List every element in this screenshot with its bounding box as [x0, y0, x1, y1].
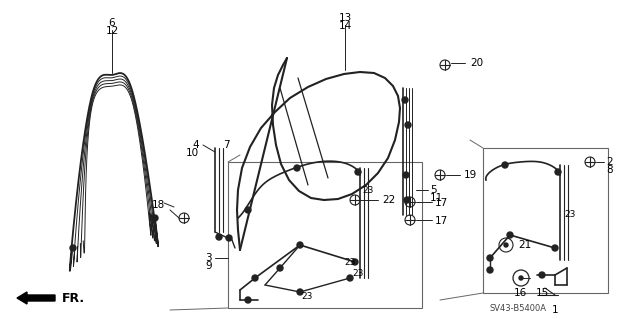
FancyArrow shape: [17, 292, 55, 304]
Circle shape: [404, 197, 410, 203]
Circle shape: [539, 272, 545, 278]
Text: 12: 12: [106, 26, 118, 36]
Bar: [228, 162, 422, 308]
Circle shape: [252, 275, 258, 281]
Text: 23: 23: [352, 269, 364, 278]
Bar: [483, 148, 608, 293]
Text: 4: 4: [193, 140, 199, 150]
Circle shape: [552, 245, 558, 251]
Text: 1: 1: [552, 305, 558, 315]
Circle shape: [487, 255, 493, 261]
Text: 7: 7: [223, 140, 229, 150]
Circle shape: [355, 169, 361, 175]
Text: 19: 19: [464, 170, 477, 180]
Text: SV43-B5400A: SV43-B5400A: [490, 304, 547, 313]
Circle shape: [245, 297, 251, 303]
Text: 23: 23: [344, 258, 356, 267]
Text: 17: 17: [435, 198, 448, 208]
Circle shape: [519, 276, 523, 280]
Circle shape: [507, 232, 513, 238]
Text: FR.: FR.: [62, 292, 85, 305]
Text: 20: 20: [470, 58, 483, 68]
Text: 3: 3: [205, 253, 212, 263]
Circle shape: [226, 235, 232, 241]
Circle shape: [403, 172, 409, 178]
Text: 9: 9: [205, 261, 212, 271]
Circle shape: [245, 207, 251, 213]
Circle shape: [297, 289, 303, 295]
Text: 23: 23: [301, 292, 313, 301]
Text: 2: 2: [606, 157, 612, 167]
Circle shape: [405, 122, 411, 128]
Circle shape: [402, 97, 408, 103]
Circle shape: [347, 275, 353, 281]
Text: 14: 14: [339, 21, 351, 31]
Text: 5: 5: [430, 185, 436, 195]
Text: 23: 23: [362, 186, 374, 195]
Circle shape: [216, 234, 222, 240]
Text: 17: 17: [435, 216, 448, 226]
Text: 21: 21: [518, 240, 531, 250]
Circle shape: [555, 169, 561, 175]
Text: 22: 22: [382, 195, 396, 205]
Circle shape: [277, 265, 283, 271]
Text: 18: 18: [152, 200, 165, 210]
Circle shape: [502, 162, 508, 168]
Text: 15: 15: [536, 288, 548, 298]
Text: 10: 10: [186, 148, 199, 158]
Text: 16: 16: [513, 288, 527, 298]
Circle shape: [504, 243, 508, 247]
Text: 13: 13: [339, 13, 351, 23]
Circle shape: [294, 165, 300, 171]
Text: 8: 8: [606, 165, 612, 175]
Text: 6: 6: [109, 18, 115, 28]
Circle shape: [487, 267, 493, 273]
Circle shape: [297, 242, 303, 248]
Circle shape: [152, 215, 158, 221]
Circle shape: [352, 259, 358, 265]
Circle shape: [70, 245, 76, 251]
Text: 23: 23: [564, 210, 576, 219]
Text: 11: 11: [430, 193, 444, 203]
